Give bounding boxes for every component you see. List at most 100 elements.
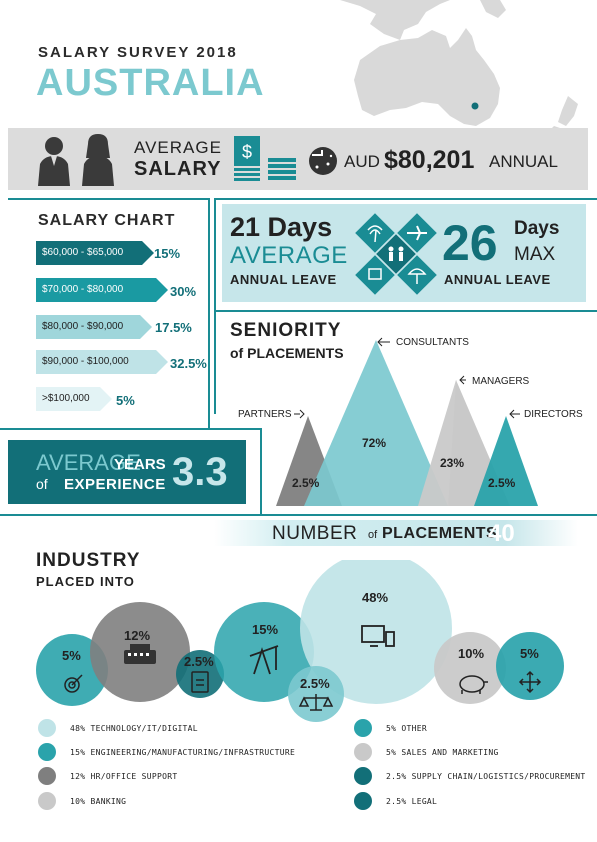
- bubble-sales-pct: 5%: [62, 648, 81, 663]
- salary-bar-5-shape: [36, 387, 112, 411]
- average-leave-label: ANNUAL LEAVE: [230, 272, 337, 287]
- legend-item: 5% OTHER: [354, 718, 427, 738]
- divider: [8, 198, 208, 200]
- legend-item: 5% SALES AND MARKETING: [354, 742, 499, 762]
- salary-bar-3-pct: 17.5%: [155, 320, 192, 335]
- industry-title: INDUSTRY: [36, 550, 141, 571]
- legend-text: 2.5% SUPPLY CHAIN/LOGISTICS/PROCUREMENT: [386, 771, 586, 781]
- dollar-sign: $: [242, 142, 252, 162]
- divider: [214, 198, 216, 414]
- managers-pct: 23%: [440, 456, 465, 470]
- experience-years-word: YEARS: [114, 456, 166, 473]
- consultants-pct: 72%: [362, 436, 387, 450]
- legend-text: 2.5% LEGAL: [386, 796, 438, 806]
- salary-bar-5-pct: 5%: [116, 393, 135, 408]
- legend-text: 5% OTHER: [386, 723, 427, 733]
- cash-stack-icon: $: [234, 136, 296, 181]
- managers-label: MANAGERS: [472, 376, 530, 387]
- salary-bar-4-pct: 32.5%: [170, 356, 207, 371]
- salary-period: ANNUAL: [489, 152, 558, 171]
- scales-icon: [354, 792, 372, 810]
- seniority-subtitle: of PLACEMENTS: [230, 345, 344, 361]
- placements-count: 40: [488, 520, 515, 547]
- typewriter-icon: [124, 644, 156, 664]
- divider: [214, 198, 597, 200]
- divider: [214, 310, 597, 312]
- bubble-banking: [434, 632, 506, 704]
- max-leave-number: 26: [442, 215, 498, 271]
- country-title: AUSTRALIA: [36, 62, 265, 104]
- salary-amount: $80,201: [384, 146, 475, 174]
- salary-bar-2-pct: 30%: [170, 284, 197, 299]
- partners-label: PARTNERS: [238, 409, 292, 420]
- people-icon: [38, 134, 114, 186]
- legend-item: 2.5% LEGAL: [354, 791, 437, 811]
- max-leave-word: MAX: [514, 244, 556, 265]
- average-leave-days: 21 Days: [230, 212, 333, 242]
- divider: [0, 514, 597, 516]
- bubble-banking-pct: 10%: [458, 646, 485, 661]
- bubble-engineering: [214, 602, 314, 702]
- bubble-other: [496, 632, 564, 700]
- salary-chart-title: SALARY CHART: [38, 212, 176, 229]
- experience-average-word: AVERAGE: [36, 450, 141, 475]
- peak-directors: [474, 416, 538, 506]
- clipboard-icon: [191, 671, 209, 693]
- australian-flag-globe-icon: [309, 147, 337, 175]
- clipboard-icon: [354, 767, 372, 785]
- salary-bar-2: $70,000 - $80,000: [42, 284, 124, 295]
- placements-number-word: NUMBER: [272, 523, 358, 544]
- salary-label: SALARY: [134, 158, 222, 180]
- placements-label: PLACEMENTS: [382, 525, 498, 542]
- peak-managers: [418, 380, 496, 506]
- devices-icon: [38, 719, 56, 737]
- survey-title: SALARY SURVEY 2018: [38, 44, 238, 61]
- piggy-bank-icon: [459, 675, 488, 694]
- experience-panel: [8, 440, 246, 504]
- bubble-hr-pct: 12%: [124, 628, 151, 643]
- legend-item: 10% BANKING: [38, 791, 126, 811]
- bubble-technology-pct: 48%: [362, 590, 389, 605]
- placements-band: [214, 520, 578, 546]
- salary-bar-1-pct: 15%: [154, 246, 181, 261]
- directors-label: DIRECTORS: [524, 409, 583, 420]
- legend-text: 10% BANKING: [70, 796, 127, 806]
- currency-label: AUD: [344, 152, 380, 171]
- legend-item: 2.5% SUPPLY CHAIN/LOGISTICS/PROCUREMENT: [354, 766, 586, 786]
- salary-bar-3-shape: [36, 315, 152, 339]
- salary-bar-1-shape: [36, 241, 154, 265]
- divider: [0, 428, 262, 430]
- legend-item: 48% TECHNOLOGY/IT/DIGITAL: [38, 718, 198, 738]
- holiday-icons: [355, 213, 437, 295]
- legend-text: 15% ENGINEERING/MANUFACTURING/INFRASTRUC…: [70, 747, 296, 757]
- bubble-legal-pct: 2.5%: [300, 676, 330, 691]
- bubble-supply-chain: [176, 650, 224, 698]
- oil-pump-icon: [249, 645, 279, 675]
- average-leave-word: AVERAGE: [230, 242, 348, 269]
- partners-pct: 2.5%: [292, 476, 320, 490]
- directors-pct: 2.5%: [488, 476, 516, 490]
- salary-bar-4-shape: [36, 350, 168, 374]
- move-arrows-icon: [354, 719, 372, 737]
- divider: [260, 428, 262, 516]
- target-icon: [64, 674, 83, 693]
- location-pin-icon: [471, 102, 479, 110]
- consultants-label: CONSULTANTS: [396, 337, 469, 348]
- target-icon: [354, 743, 372, 761]
- experience-of-word: of: [36, 476, 48, 492]
- industry-bubbles: [36, 560, 564, 722]
- peak-consultants: [304, 340, 448, 506]
- scales-icon: [298, 694, 334, 711]
- piggy-bank-icon: [38, 792, 56, 810]
- bubble-technology: [300, 560, 452, 704]
- bubble-engineering-pct: 15%: [252, 622, 279, 637]
- salary-bar-1: $60,000 - $65,000: [42, 247, 124, 258]
- legend-item: 12% HR/OFFICE SUPPORT: [38, 766, 177, 786]
- typewriter-icon: [38, 767, 56, 785]
- salary-bar-4: $90,000 - $100,000: [42, 356, 129, 367]
- salary-bar-5: >$100,000: [42, 393, 90, 404]
- oil-pump-icon: [38, 743, 56, 761]
- legend-text: 48% TECHNOLOGY/IT/DIGITAL: [70, 723, 198, 733]
- legend-text: 5% SALES AND MARKETING: [386, 747, 499, 757]
- experience-value: 3.3: [172, 450, 228, 494]
